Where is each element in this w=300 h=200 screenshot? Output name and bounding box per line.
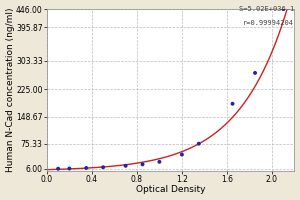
X-axis label: Optical Density: Optical Density [136, 185, 206, 194]
Point [179, 153, 184, 156]
Text: r=0.99994204: r=0.99994204 [243, 20, 294, 26]
Point [196, 142, 201, 145]
Point [123, 164, 128, 167]
Point [281, 7, 286, 11]
Text: S=5.02E+036 1: S=5.02E+036 1 [239, 6, 294, 12]
Y-axis label: Human N-Cad concentration (ng/ml): Human N-Cad concentration (ng/ml) [6, 8, 15, 172]
Point [230, 102, 235, 105]
Point [101, 166, 106, 169]
Point [157, 160, 162, 163]
Point [56, 167, 61, 170]
Point [253, 71, 257, 75]
Point [84, 166, 88, 170]
Point [67, 167, 72, 170]
Point [140, 163, 145, 166]
